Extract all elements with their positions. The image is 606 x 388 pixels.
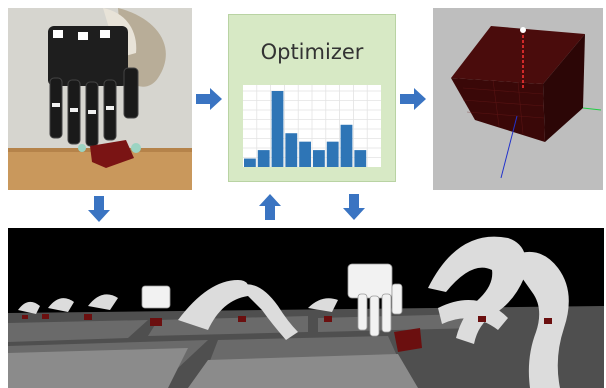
histogram-bar — [354, 150, 367, 167]
robot-hand-photo — [8, 8, 192, 190]
right-arrow-to-simulation — [400, 88, 426, 110]
optimizer-box: Optimizer — [228, 14, 396, 182]
histogram-bar — [313, 150, 325, 167]
histogram-bar — [244, 158, 256, 167]
histogram-bar — [285, 133, 298, 167]
down-arrow-from-optimizer — [343, 194, 365, 220]
optimizer-title: Optimizer — [260, 40, 364, 64]
histogram-bar — [340, 124, 353, 167]
histogram-bar — [257, 150, 270, 167]
histogram-bar — [326, 141, 339, 167]
right-arrow-to-optimizer — [196, 88, 222, 110]
up-arrow-to-optimizer — [259, 194, 281, 220]
down-arrow-from-photo — [88, 196, 110, 222]
histogram-bar — [299, 141, 311, 167]
parallel-simulation-render — [8, 228, 604, 388]
histogram-chart — [243, 85, 381, 167]
histogram-bar — [271, 91, 284, 167]
simulated-cube-view — [433, 8, 603, 190]
